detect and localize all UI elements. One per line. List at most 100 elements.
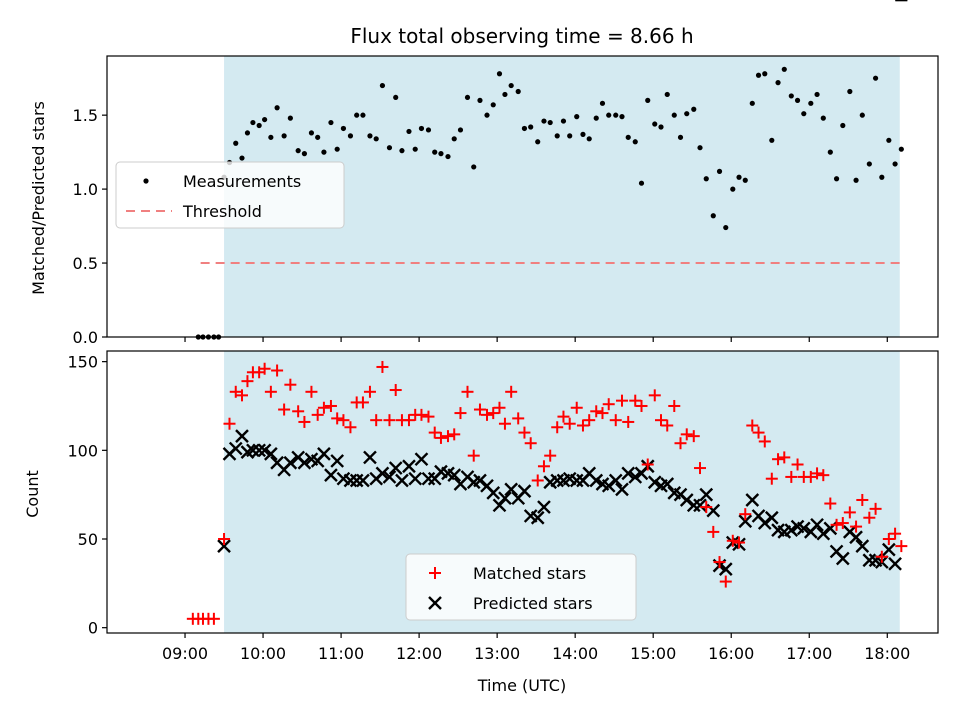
measurement-point bbox=[321, 149, 327, 155]
top-y-tick-label: 0.5 bbox=[73, 254, 98, 273]
matched-stars-point bbox=[863, 511, 876, 524]
measurement-point bbox=[801, 111, 807, 117]
measurement-point bbox=[599, 100, 606, 106]
measurement-point bbox=[451, 136, 457, 142]
matched-stars-point bbox=[719, 575, 732, 588]
measurement-point bbox=[367, 133, 373, 139]
measurement-point bbox=[625, 134, 631, 140]
matched-stars-point bbox=[544, 449, 557, 462]
matched-stars-point bbox=[278, 403, 291, 416]
predicted-stars-point bbox=[686, 498, 701, 513]
matched-stars-point bbox=[473, 403, 486, 416]
predicted-stars-point bbox=[764, 510, 779, 525]
measurement-point bbox=[606, 112, 612, 118]
matched-stars-point bbox=[524, 437, 537, 450]
measurement-point bbox=[716, 168, 723, 174]
measurement-point bbox=[749, 100, 755, 106]
measurement-point bbox=[892, 161, 898, 167]
measurement-point bbox=[515, 88, 521, 95]
matched-stars-point bbox=[583, 414, 596, 427]
matched-stars-point bbox=[505, 385, 518, 398]
measurement-point bbox=[866, 161, 872, 167]
measurement-point bbox=[477, 97, 483, 103]
measurement-point bbox=[742, 177, 748, 183]
matched-stars-point bbox=[531, 474, 544, 487]
matched-stars-point bbox=[856, 493, 869, 506]
measurement-point bbox=[872, 75, 879, 81]
predicted-stars-point bbox=[745, 493, 760, 507]
matched-stars-point bbox=[629, 394, 642, 407]
predicted-stars-point bbox=[693, 498, 707, 513]
predicted-stars-point bbox=[402, 459, 416, 474]
matched-stars-point bbox=[241, 375, 254, 388]
bottom-panel: 0 50 100 150 09:00 10:00 11:00 12:00 13:00 14:00… bbox=[23, 0, 939, 695]
bottom-y-axis-label: Count bbox=[23, 470, 42, 518]
matched-stars-point bbox=[311, 408, 324, 421]
predicted-stars-point bbox=[283, 455, 298, 470]
matched-stars-point bbox=[680, 428, 693, 441]
predicted-stars-point bbox=[473, 473, 487, 488]
measurement-point bbox=[736, 174, 742, 180]
predicted-stars-point bbox=[757, 516, 772, 530]
matched-stars-point bbox=[746, 419, 759, 432]
matched-stars-point bbox=[467, 449, 480, 462]
chart-title: Flux total observing time = 8.66 h bbox=[350, 24, 693, 48]
measurement-point bbox=[684, 111, 690, 117]
predicted-stars-point bbox=[498, 491, 512, 506]
measurement-point bbox=[445, 153, 451, 160]
x-tick-label: 09:00 bbox=[162, 644, 208, 663]
measurement-point bbox=[658, 124, 664, 130]
bottom-y-tick-label: 0 bbox=[88, 619, 98, 638]
matched-stars-point bbox=[271, 364, 284, 377]
matched-stars-point bbox=[590, 405, 603, 418]
matched-stars-point bbox=[434, 431, 447, 444]
measurement-point bbox=[762, 71, 768, 77]
measurement-point bbox=[554, 133, 560, 139]
matched-stars-point bbox=[850, 520, 863, 533]
matched-stars-point bbox=[207, 612, 220, 625]
measurement-point bbox=[697, 145, 703, 151]
matched-stars-point bbox=[218, 533, 231, 545]
measurement-point bbox=[574, 114, 580, 120]
measurement-point bbox=[418, 125, 425, 132]
predicted-stars-point bbox=[297, 455, 312, 470]
x-tick-label: 13:00 bbox=[474, 644, 520, 663]
matched-stars-point bbox=[284, 378, 297, 391]
measurement-point bbox=[898, 146, 904, 152]
predicted-stars-point bbox=[349, 473, 364, 488]
legend-predicted-marker bbox=[428, 596, 442, 610]
measurements-series bbox=[195, 66, 904, 340]
matched-stars-point bbox=[772, 453, 785, 466]
measurement-point bbox=[586, 136, 592, 142]
matched-stars-point bbox=[622, 415, 635, 428]
top-plot-frame bbox=[106, 55, 939, 338]
measurement-point bbox=[769, 137, 775, 143]
top-y-tick-label: 0.0 bbox=[73, 328, 98, 347]
measurement-point bbox=[847, 88, 853, 95]
measurement-point bbox=[425, 127, 432, 133]
matched-stars-point bbox=[687, 430, 700, 443]
matched-stars-point bbox=[635, 399, 648, 412]
predicted-stars-point bbox=[504, 482, 519, 497]
predicted-stars-point bbox=[363, 450, 377, 465]
predicted-stars-point bbox=[324, 468, 338, 482]
measurement-point bbox=[859, 112, 865, 118]
measurement-point bbox=[399, 148, 405, 154]
predicted-stars-point bbox=[235, 429, 249, 443]
measurement-point bbox=[755, 72, 762, 78]
matched-stars-point bbox=[596, 407, 609, 420]
matched-stars-point bbox=[700, 501, 713, 514]
x-tick-label: 14:00 bbox=[552, 644, 598, 663]
measurement-point bbox=[886, 137, 892, 143]
measurement-point bbox=[664, 91, 670, 98]
matched-stars-point bbox=[305, 385, 318, 398]
matched-stars-point bbox=[674, 437, 687, 450]
predicted-stars-point bbox=[647, 475, 662, 490]
measurement-point bbox=[814, 91, 820, 98]
matched-stars-point bbox=[324, 399, 337, 412]
x-tick-label: 17:00 bbox=[786, 644, 832, 663]
measurement-point bbox=[652, 121, 658, 127]
measurement-point bbox=[281, 133, 287, 139]
matched-stars-point bbox=[448, 428, 461, 441]
